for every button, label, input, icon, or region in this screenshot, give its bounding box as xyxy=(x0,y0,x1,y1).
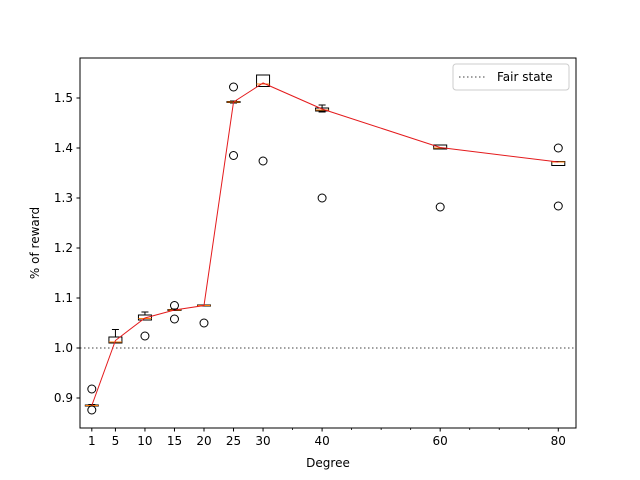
flier-point xyxy=(229,151,239,160)
x-tick-label: 1 xyxy=(88,434,96,448)
x-tick-label: 40 xyxy=(314,434,329,448)
flier-point xyxy=(87,384,97,394)
flier-layer xyxy=(87,82,563,415)
plot-background xyxy=(80,58,576,428)
flier-point xyxy=(169,301,179,310)
x-axis-label: Degree xyxy=(306,456,350,470)
x-tick-label: 15 xyxy=(167,434,182,448)
box-degree-5 xyxy=(108,329,123,344)
box-iqr xyxy=(256,74,271,87)
x-tick-label: 30 xyxy=(255,434,270,448)
mean-line-layer xyxy=(91,82,559,406)
flier-point xyxy=(87,405,97,415)
flier-point xyxy=(140,331,150,341)
y-tick-label: 1.3 xyxy=(54,191,73,205)
y-axis-ticks: 0.9 1.0 1.1 1.2 1.3 1.4 1.5 xyxy=(54,91,80,405)
box-iqr xyxy=(137,314,152,321)
x-tick-label: 60 xyxy=(433,434,448,448)
flier-point xyxy=(199,318,209,328)
box-iqr xyxy=(433,144,448,150)
legend-fair-state-label: Fair state xyxy=(497,70,553,84)
mean-line xyxy=(91,82,559,406)
flier-point xyxy=(258,156,268,166)
y-tick-label: 1.1 xyxy=(54,291,73,305)
x-tick-label: 80 xyxy=(551,434,566,448)
flier-point xyxy=(553,143,563,153)
legend: Fair state xyxy=(452,63,570,91)
y-tick-label: 1.2 xyxy=(54,241,73,255)
x-tick-label: 20 xyxy=(196,434,211,448)
y-tick-label: 1.4 xyxy=(54,141,73,155)
flier-point xyxy=(553,201,563,211)
flier-point xyxy=(317,193,327,203)
box-iqr xyxy=(108,336,123,344)
y-tick-label: 1.0 xyxy=(54,341,73,355)
x-tick-label: 25 xyxy=(226,434,241,448)
y-axis-label: % of reward xyxy=(28,207,42,279)
x-tick-label: 10 xyxy=(137,434,152,448)
flier-point xyxy=(229,82,239,92)
flier-point xyxy=(435,202,445,212)
x-tick-label: 5 xyxy=(112,434,120,448)
legend-frame xyxy=(452,63,570,91)
y-tick-label: 1.5 xyxy=(54,91,73,105)
plot-frame xyxy=(79,57,577,429)
y-tick-label: 0.9 xyxy=(54,391,73,405)
flier-point xyxy=(169,314,179,324)
box-degree-30 xyxy=(256,74,271,87)
x-axis-ticks: 1 5 10 15 20 25 30 40 60 80 xyxy=(88,428,566,448)
